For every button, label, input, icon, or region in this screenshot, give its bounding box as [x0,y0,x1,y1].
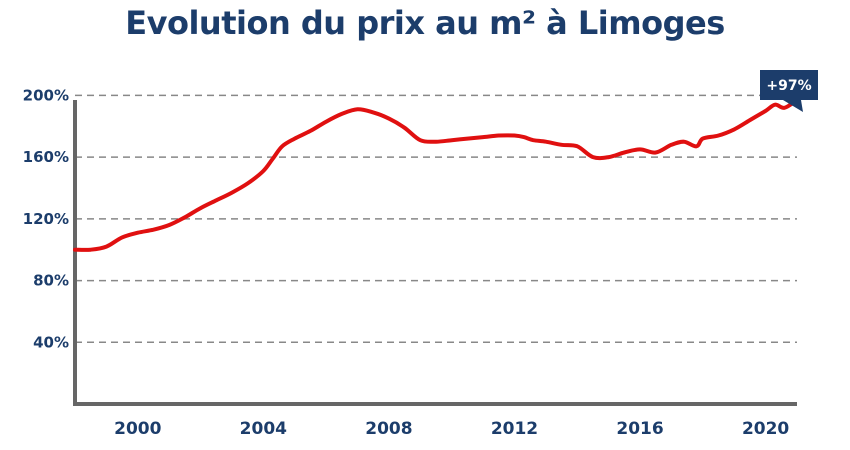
gridlines [75,94,797,344]
growth-annotation: +97% [766,78,811,94]
x-tick-label: 2012 [491,419,538,439]
x-tick-label: 2008 [365,419,412,439]
chart-title: Evolution du prix au m² à Limoges [125,4,725,42]
y-tick-label: 40% [33,333,69,351]
y-tick-label: 200% [23,86,69,104]
y-tick-labels: 40% 80% 120% 160% 200% [23,86,69,351]
y-tick-label: 160% [23,148,69,166]
y-tick-label: 120% [23,210,69,228]
growth-badge: +97% [760,70,818,112]
badge-shape [760,70,818,112]
x-tick-label: 2000 [114,419,161,439]
x-tick-label: 2020 [742,419,789,439]
x-tick-labels: 2000 2004 2008 2012 2016 2020 [114,419,789,439]
x-tick-label: 2016 [616,419,663,439]
x-tick-label: 2004 [240,419,287,439]
y-tick-label: 80% [33,272,69,290]
price-index-line [73,98,799,252]
